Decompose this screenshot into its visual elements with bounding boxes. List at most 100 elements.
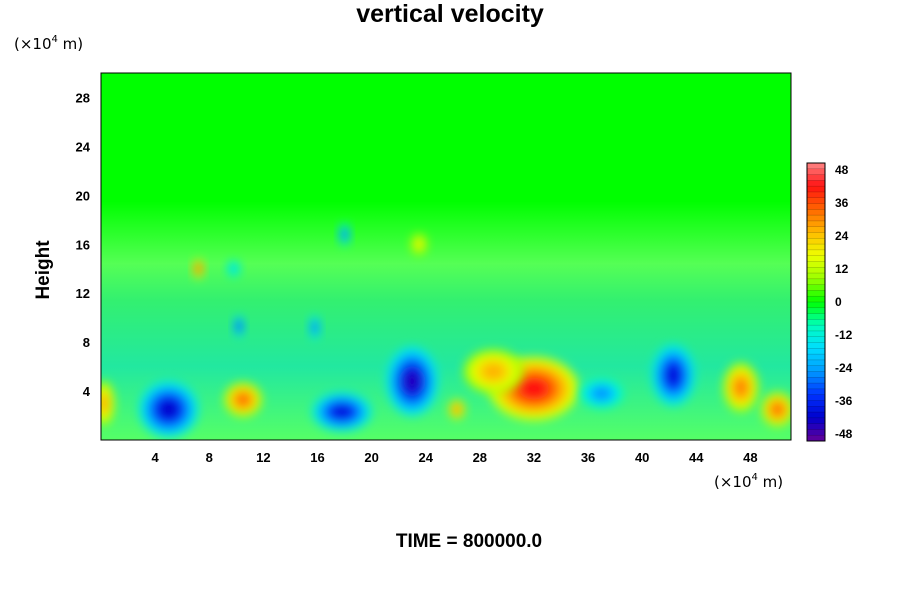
colorbar-swatch	[807, 336, 825, 344]
colorbar-swatch	[807, 290, 825, 297]
time-label: TIME = 800000.0	[395, 531, 543, 552]
colorbar-swatch	[807, 244, 825, 251]
colorbar-frame	[806, 162, 826, 442]
velocity-feature	[138, 381, 199, 438]
colorbar-swatch	[807, 209, 825, 216]
velocity-feature	[193, 258, 204, 279]
colorbar-swatch	[807, 394, 825, 401]
x-tick-label: 4	[152, 450, 160, 465]
x-tick-label: 48	[743, 450, 757, 465]
colorbar-swatch	[807, 267, 825, 274]
x-tick-label: 16	[310, 450, 324, 465]
velocity-feature	[309, 315, 321, 340]
colorbar-swatch	[807, 383, 825, 390]
chart-title: vertical velocity	[356, 0, 544, 28]
colorbar-swatch	[807, 371, 825, 378]
velocity-feature	[224, 382, 262, 417]
plot-frame	[100, 72, 792, 441]
colorbar-swatch	[807, 348, 825, 355]
colorbar-swatch	[807, 313, 825, 320]
colorbar-tick-label: -36	[835, 394, 853, 408]
x-tick-label: 24	[418, 450, 433, 465]
colorbar-swatch	[807, 191, 825, 199]
colorbar-swatch	[807, 435, 825, 442]
y-tick-label: 24	[76, 139, 91, 154]
colorbar-swatch	[807, 284, 825, 291]
colorbar-swatch	[807, 354, 825, 361]
velocity-feature	[651, 344, 695, 406]
colorbar-swatch	[807, 215, 825, 222]
y-tick-label: 20	[76, 188, 90, 203]
colorbar-swatch	[807, 417, 825, 425]
colorbar-swatch	[807, 359, 825, 367]
velocity-feature	[448, 399, 465, 420]
x-tick-label: 12	[256, 450, 270, 465]
colorbar-tick-label: 36	[835, 196, 849, 210]
y-tick-label: 8	[83, 335, 90, 350]
colorbar-swatch	[807, 163, 825, 170]
y-tick-label: 16	[76, 237, 90, 252]
velocity-feature	[312, 392, 372, 432]
colorbar-swatch	[807, 278, 825, 286]
colorbar-swatch	[807, 255, 825, 262]
colorbar-swatch	[807, 180, 825, 187]
colorbar-swatch	[807, 400, 825, 407]
x-tick-label: 40	[635, 450, 649, 465]
colorbar-swatch	[807, 174, 825, 181]
colorbar-swatch	[807, 273, 825, 280]
colorbar-swatch	[807, 186, 825, 193]
x-tick-label: 28	[473, 450, 487, 465]
colorbar-tick-label: -24	[835, 361, 853, 375]
x-tick-label: 32	[527, 450, 541, 465]
colorbar-swatch	[807, 203, 825, 210]
x-tick-label: 36	[581, 450, 595, 465]
colorbar-swatch	[807, 388, 825, 396]
x-tick-label: 44	[689, 450, 704, 465]
x-tick-label: 20	[364, 450, 378, 465]
y-tick-label: 4	[83, 384, 91, 399]
colorbar-tick-label: 0	[835, 295, 842, 309]
velocity-feature	[226, 260, 241, 278]
colorbar-swatch	[807, 412, 825, 419]
x-tick-label: 8	[206, 450, 213, 465]
colorbar-swatch	[807, 330, 825, 338]
colorbar-swatch	[807, 406, 825, 413]
colorbar-swatch	[807, 342, 825, 349]
colorbar-swatch	[807, 377, 825, 384]
colorbar-tick-label: 48	[835, 163, 849, 177]
velocity-feature	[579, 378, 624, 409]
colorbar-swatch	[807, 325, 825, 332]
colorbar-swatch	[807, 220, 825, 228]
y-tick-label: 12	[76, 286, 90, 301]
colorbar-tick-label: -12	[835, 328, 853, 342]
colorbar-swatch	[807, 307, 825, 315]
y-tick-label: 28	[76, 90, 90, 105]
colorbar-swatch	[807, 365, 825, 372]
velocity-feature	[463, 349, 524, 394]
colorbar-tick-label: -48	[835, 427, 853, 441]
velocity-feature	[101, 381, 115, 426]
colorbar-swatch	[807, 226, 825, 233]
velocity-feature	[723, 362, 759, 412]
velocity-feature	[761, 392, 791, 427]
velocity-feature	[410, 233, 428, 256]
velocity-feature	[386, 347, 438, 416]
colorbar-swatch	[807, 232, 825, 239]
colorbar-swatch	[807, 249, 825, 257]
colorbar-swatch	[807, 261, 825, 268]
velocity-feature	[339, 223, 350, 246]
colorbar-swatch	[807, 238, 825, 245]
colorbar-tick-label: 24	[835, 229, 849, 243]
colorbar-swatch	[807, 197, 825, 205]
colorbar-swatch	[807, 296, 825, 303]
colorbar-swatch	[807, 168, 825, 176]
x-unit-label: (×104 m)	[714, 472, 784, 491]
y-unit-label: (×104 m)	[14, 34, 84, 53]
colorbar-swatch	[807, 429, 825, 436]
velocity-feature	[233, 315, 245, 338]
colorbar-tick-label: 12	[835, 262, 849, 276]
colorbar-swatch	[807, 423, 825, 430]
colorbar-swatch	[807, 319, 825, 326]
colorbar-swatch	[807, 302, 825, 309]
